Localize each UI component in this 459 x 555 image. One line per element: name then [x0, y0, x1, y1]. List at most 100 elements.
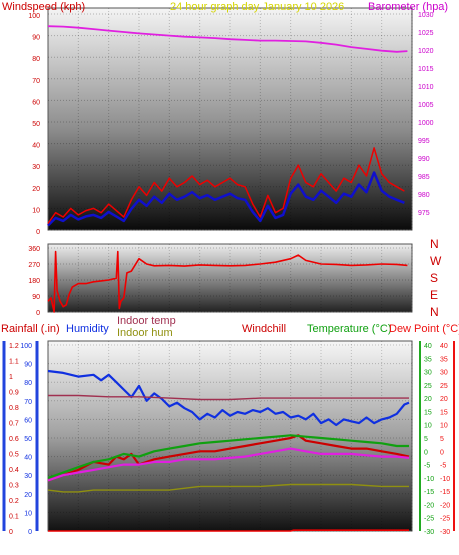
wind-direction-line: [47, 250, 408, 313]
temperature-tick-label: -25: [424, 516, 434, 523]
temperature-tick-label: 40: [424, 343, 432, 350]
temperature-x-tick-label: 2 AM: [69, 541, 85, 548]
dewpoint-tick-label: -10: [440, 476, 450, 483]
grid-lines: [48, 8, 413, 532]
dewpoint-tick-label: 35: [440, 356, 448, 363]
dewpoint-tick-label: 5: [440, 436, 444, 443]
dewpoint-tick-label: 25: [440, 383, 448, 390]
windspeed-tick-label: 20: [32, 186, 40, 193]
barometer-tick-label: 975: [418, 210, 430, 217]
temperature-x-tick-label: 4 AM: [100, 541, 116, 548]
temperature-tick-label: 20: [424, 396, 432, 403]
indoor-temp-line: [48, 394, 409, 401]
barometer-tick-label: 990: [418, 156, 430, 163]
wind-x-tick-label: 4 AM: [100, 234, 116, 241]
wind-x-tick-label: 2 PM: [251, 234, 268, 241]
humidity-tick-label: 30: [24, 473, 32, 480]
temperature-x-tick-label: 8 PM: [342, 541, 359, 548]
compass-label-e: E: [430, 288, 438, 302]
windchill-line: [47, 434, 410, 482]
humidity-tick-label: 10: [24, 510, 32, 517]
temperature-tick-label: -10: [424, 476, 434, 483]
data-series: [47, 25, 410, 532]
windspeed-tick-label: 80: [32, 56, 40, 63]
rainfall-tick-label: 0: [9, 529, 13, 536]
dewpoint-tick-label: -20: [440, 502, 450, 509]
compass-label-n-bottom: N: [430, 305, 439, 319]
temperature-x-tick-label: 10 AM: [189, 541, 209, 548]
rainfall-tick-label: 0.2: [9, 498, 19, 505]
temperature-line: [47, 434, 409, 479]
dewpoint-tick-label: 15: [440, 409, 448, 416]
barometer-tick-label: 995: [418, 138, 430, 145]
rainfall-tick-label: 0.3: [9, 483, 19, 490]
windspeed-tick-label: 50: [32, 121, 40, 128]
dewpoint-tick-label: 0: [440, 449, 444, 456]
temperature-tick-label: 15: [424, 409, 432, 416]
humidity-tick-label: 70: [24, 399, 32, 406]
temperature-x-tick-label: 4 PM: [281, 541, 298, 548]
barometer-tick-label: 1005: [418, 102, 434, 109]
barometer-tick-label: 1015: [418, 66, 434, 73]
temperature-x-tick-label: 8 AM: [160, 541, 176, 548]
barometer-tick-label: 1000: [418, 120, 434, 127]
windspeed-tick-label: 70: [32, 78, 40, 85]
wind-x-tick-label: 8 AM: [160, 234, 176, 241]
rainfall-tick-label: 1: [9, 374, 13, 381]
dewpoint-tick-label: -30: [440, 529, 450, 536]
rainfall-tick-label: 0.8: [9, 405, 19, 412]
dewpoint-tick-label: 40: [440, 343, 448, 350]
windspeed-line: [47, 147, 405, 224]
rainfall-tick-label: 0.9: [9, 390, 19, 397]
humidity-line: [47, 369, 410, 427]
windspeed-tick-label: 10: [32, 207, 40, 214]
chart-title: 24 hour graph day January 10 2026: [170, 1, 344, 13]
barometer-tick-label: 980: [418, 192, 430, 199]
temperature-tick-label: 5: [424, 436, 428, 443]
barometer-tick-label: 985: [418, 174, 430, 181]
barometer-tick-label: 1025: [418, 30, 434, 37]
windspeed-tick-label: 0: [36, 229, 40, 236]
windspeed-tick-label: 100: [28, 13, 40, 20]
dewpoint-tick-label: 20: [440, 396, 448, 403]
windspeed-tick-label: 60: [32, 99, 40, 106]
rainfall-tick-label: 1.1: [9, 359, 19, 366]
dewpoint-tick-label: -5: [440, 463, 446, 470]
humidity-tick-label: 0: [28, 529, 32, 536]
dewpoint-tick-label: -25: [440, 516, 450, 523]
direction-panel-background: [47, 243, 413, 313]
temperature-panel-background: [47, 340, 413, 532]
rainfall-tick-label: 0.4: [9, 467, 19, 474]
humidity-tick-label: 90: [24, 362, 32, 369]
humidity-tick-label: 50: [24, 436, 32, 443]
rainfall-tick-label: 0.1: [9, 514, 19, 521]
temperature-tick-label: 35: [424, 356, 432, 363]
temperature-tick-label: 0: [424, 449, 428, 456]
indoor-hum-line: [47, 483, 409, 493]
dewpoint-tick-label: 30: [440, 370, 448, 377]
dewpoint-tick-label: 10: [440, 423, 448, 430]
temperature-x-tick-label: 12 PM: [219, 541, 239, 548]
humidity-tick-label: 20: [24, 492, 32, 499]
humidity-tick-label: 100: [20, 343, 32, 350]
direction-tick-label: 270: [28, 262, 40, 269]
wind-average-line: [47, 171, 405, 227]
temperature-tick-label: 10: [424, 423, 432, 430]
wind-x-tick-label: 8 PM: [342, 234, 359, 241]
temperature-tick-label: -30: [424, 529, 434, 536]
compass-labels: N W S E N: [430, 237, 442, 319]
dewpoint-line: [47, 447, 410, 482]
wind-x-tick-label: 10 PM: [371, 234, 391, 241]
temperature-x-tick-label: 2 PM: [251, 541, 268, 548]
wind-x-tick-label: 12 PM: [219, 234, 239, 241]
windspeed-tick-label: 90: [32, 35, 40, 42]
temperature-tick-label: -5: [424, 463, 430, 470]
wind-x-tick-label: 0 AM: [403, 234, 419, 241]
barometer-tick-label: 1030: [418, 12, 434, 19]
temperature-x-tick-label: 0 AM: [403, 541, 419, 548]
rainfall-tick-label: 0.6: [9, 436, 19, 443]
indoor-temp-legend: Indoor temp: [117, 315, 176, 327]
barometer-line: [47, 25, 408, 53]
